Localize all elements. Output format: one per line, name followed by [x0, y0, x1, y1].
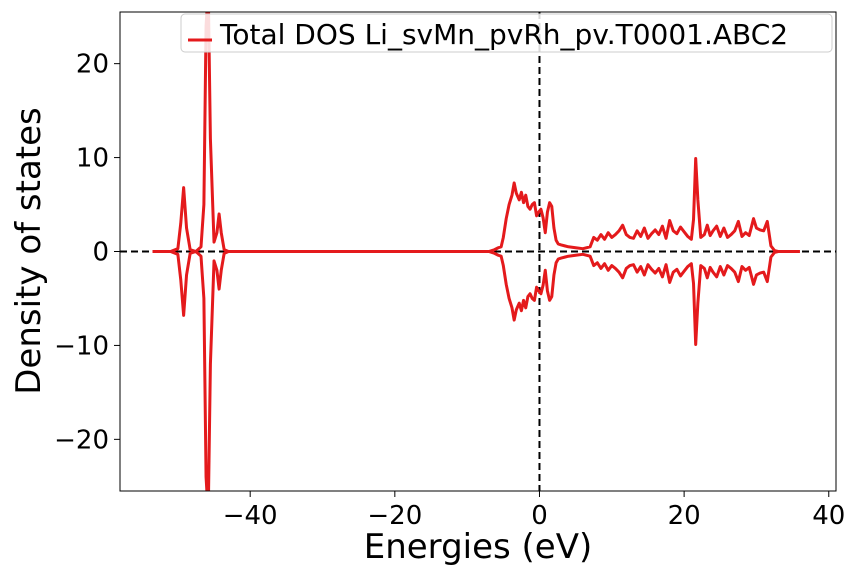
- x-tick-label: 40: [812, 501, 845, 531]
- plot-layer: [120, 12, 836, 491]
- y-tick-label: 20: [76, 50, 109, 80]
- x-tick-label: −40: [223, 501, 278, 531]
- x-tick-label: 20: [668, 501, 701, 531]
- y-tick-label: −20: [54, 425, 109, 455]
- x-tick-label: −20: [367, 501, 422, 531]
- legend: Total DOS Li_svMn_pvRh_pv.T0001.ABC2: [180, 13, 833, 53]
- y-tick-label: 10: [76, 144, 109, 174]
- y-tick-label: 0: [92, 238, 109, 268]
- y-axis-title: Density of states: [9, 107, 49, 395]
- x-axis-title: Energies (eV): [364, 527, 593, 567]
- y-tick-label: −10: [54, 331, 109, 361]
- legend-label: Total DOS Li_svMn_pvRh_pv.T0001.ABC2: [219, 18, 788, 51]
- x-tick-label: 0: [531, 501, 548, 531]
- tick-layer: −40 −20 0 20 40 −20 −10 0 10 20: [54, 50, 845, 531]
- legend-box: [180, 13, 833, 53]
- series-line-down-0: [152, 250, 800, 491]
